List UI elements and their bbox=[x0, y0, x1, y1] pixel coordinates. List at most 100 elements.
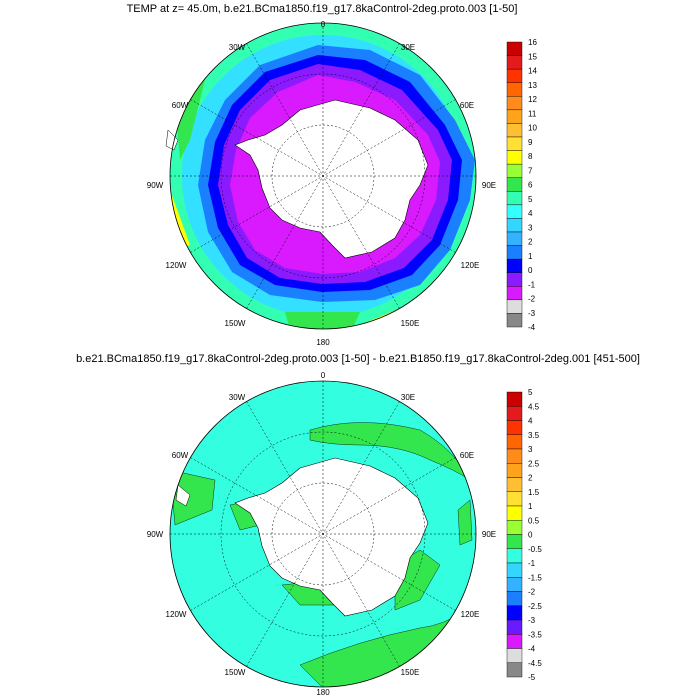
colorbar-tick-label: 2.5 bbox=[528, 459, 540, 468]
colorbar-tick-label: 4 bbox=[528, 417, 533, 426]
colorbar-swatch bbox=[506, 406, 523, 421]
colorbar-tick-label: 5 bbox=[528, 388, 533, 397]
colorbar-swatch bbox=[506, 477, 523, 492]
colorbar-tick-label: 2 bbox=[528, 474, 533, 483]
colorbar-tick-label: 8 bbox=[528, 152, 533, 161]
colorbar-swatch bbox=[506, 41, 523, 56]
colorbar-swatch bbox=[506, 245, 523, 260]
colorbar-tick-label: -0.5 bbox=[528, 545, 542, 554]
lon-label: 60E bbox=[460, 101, 474, 110]
lon-label: 180 bbox=[316, 338, 330, 347]
colorbar-swatch bbox=[506, 82, 523, 97]
colorbar-swatch bbox=[506, 163, 523, 178]
colorbar-swatch bbox=[506, 299, 523, 314]
colorbar-tick-label: 5 bbox=[528, 195, 533, 204]
colorbar-swatch bbox=[506, 204, 523, 219]
colorbar-tick-label: -3 bbox=[528, 309, 536, 318]
colorbar-tick-label: -3.5 bbox=[528, 630, 542, 639]
colorbar-tick-label: 0 bbox=[528, 266, 533, 275]
colorbar-swatch bbox=[506, 96, 523, 111]
south-america-tip bbox=[175, 484, 191, 507]
colorbar-tick-label: 12 bbox=[528, 95, 537, 104]
colorbar-tick-label: 9 bbox=[528, 138, 533, 147]
colorbar-tick-label: 3 bbox=[528, 445, 533, 454]
lon-label: 30W bbox=[229, 393, 246, 402]
colorbar-swatch bbox=[506, 258, 523, 273]
colorbar-tick-label: 16 bbox=[528, 38, 537, 47]
colorbar-swatch bbox=[506, 662, 523, 678]
colorbar-tick-label: 14 bbox=[528, 67, 537, 76]
polar-map-difference bbox=[169, 380, 477, 688]
polar-map-temperature bbox=[165, 22, 477, 330]
colorbar: 5 4.5 4 3.5 3 2.5 2 1.5 1 0.5 0 -0.5 -1 -1.5 -2 -2.5 -3 -… bbox=[506, 388, 542, 682]
lon-label: 120W bbox=[166, 261, 187, 270]
colorbar-swatch bbox=[506, 177, 523, 192]
lon-label: 0 bbox=[321, 20, 326, 29]
sector-yellow-west bbox=[170, 190, 190, 248]
colorbar-tick-label: -4 bbox=[528, 645, 536, 654]
colorbar-tick-label: -2.5 bbox=[528, 602, 542, 611]
lon-label: 30E bbox=[401, 393, 415, 402]
colorbar-tick-label: -1.5 bbox=[528, 573, 542, 582]
lon-label: 180 bbox=[316, 688, 330, 697]
colorbar-tick-label: -2 bbox=[528, 295, 536, 304]
colorbar-tick-label: -1 bbox=[528, 559, 536, 568]
graticule bbox=[170, 23, 476, 329]
colorbar-swatch bbox=[506, 136, 523, 151]
map-title: TEMP at z= 45.0m, b.e21.BCma1850.f19_g17… bbox=[127, 3, 518, 15]
lon-label: 150E bbox=[401, 319, 420, 328]
colorbar-tick-label: -4.5 bbox=[528, 659, 542, 668]
sector-green-west bbox=[175, 60, 210, 160]
colorbar-swatch bbox=[506, 391, 523, 407]
map-boundary bbox=[169, 380, 477, 688]
colorbar-tick-label: 7 bbox=[528, 166, 533, 175]
colorbar-swatch bbox=[506, 68, 523, 83]
colorbar-swatch bbox=[506, 534, 523, 549]
colorbar-swatch bbox=[506, 505, 523, 521]
colorbar-swatch bbox=[506, 286, 523, 301]
colorbar-tick-label: 1.5 bbox=[528, 488, 540, 497]
anomaly-patch-far-east bbox=[457, 499, 473, 546]
colorbar-swatch bbox=[506, 491, 523, 507]
colorbar-tick-label: 0 bbox=[528, 531, 533, 540]
lon-label: 60E bbox=[460, 451, 474, 460]
colorbar-tick-label: -1 bbox=[528, 280, 536, 289]
colorbar-swatch bbox=[506, 634, 523, 649]
colorbar-swatch bbox=[506, 463, 523, 478]
lon-label: 120E bbox=[461, 610, 480, 619]
colorbar-swatch bbox=[506, 218, 523, 233]
lon-label: 150W bbox=[225, 668, 246, 677]
colorbar-tick-label: 6 bbox=[528, 181, 533, 190]
colorbar-swatch bbox=[506, 448, 523, 464]
colorbar-swatch bbox=[506, 231, 523, 246]
colorbar-swatch bbox=[506, 520, 523, 535]
colorbar-swatch bbox=[506, 548, 523, 564]
colorbar-tick-label: 2 bbox=[528, 238, 533, 247]
colorbar-swatch bbox=[506, 619, 523, 635]
lon-label: 150E bbox=[401, 668, 420, 677]
colorbar-swatch bbox=[506, 591, 523, 606]
south-america-tip bbox=[165, 129, 179, 151]
colorbar-tick-label: 3.5 bbox=[528, 431, 540, 440]
colorbar-swatch bbox=[506, 109, 523, 124]
colorbar-swatch bbox=[506, 605, 523, 621]
colorbar-tick-label: -3 bbox=[528, 616, 536, 625]
colorbar-tick-label: 1 bbox=[528, 502, 533, 511]
lon-label: 90E bbox=[482, 181, 496, 190]
lon-label: 150W bbox=[225, 319, 246, 328]
colorbar-tick-label: 10 bbox=[528, 124, 537, 133]
colorbar-tick-label: 11 bbox=[528, 109, 537, 118]
colorbar-swatch bbox=[506, 55, 523, 70]
anomaly-patch-west bbox=[170, 469, 216, 526]
colorbar-swatch bbox=[506, 313, 523, 328]
lon-label: 0 bbox=[321, 371, 326, 380]
colorbar-swatch bbox=[506, 562, 523, 578]
colorbar-tick-label: 13 bbox=[528, 81, 537, 90]
colorbar-tick-label: -2 bbox=[528, 588, 536, 597]
colorbar-swatch bbox=[506, 150, 523, 165]
colorbar-tick-label: -5 bbox=[528, 673, 536, 682]
lon-labels: 0 30E 60E 90E 120E 150E 180 150W 120W 90… bbox=[147, 371, 496, 697]
